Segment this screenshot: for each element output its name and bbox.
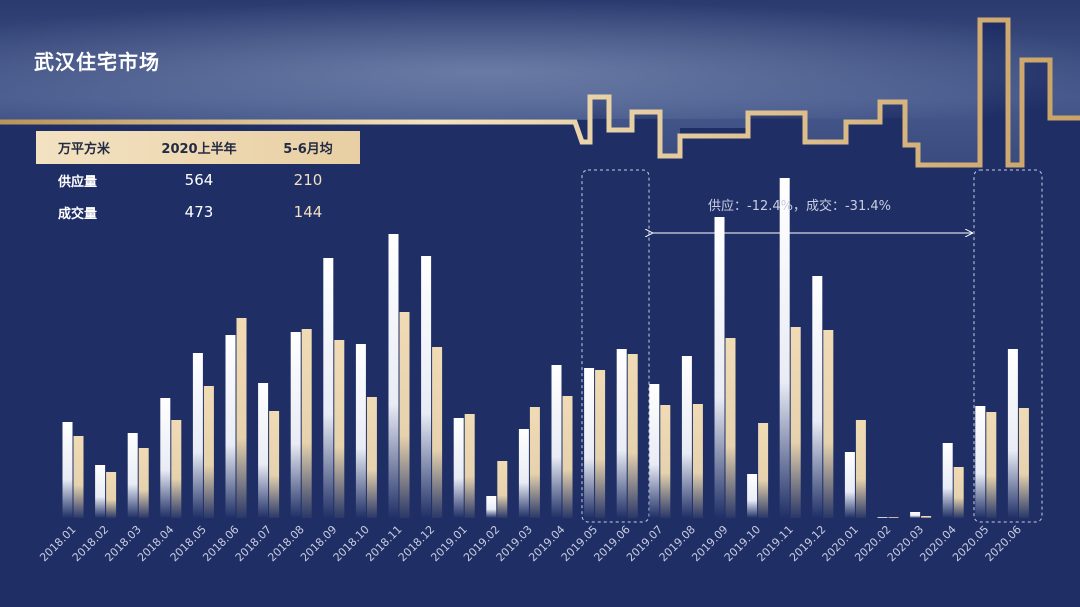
stats-table-header: 万平方米 2020上半年 5-6月均 (36, 131, 360, 164)
highlight-box-2020-05-06 (973, 169, 1043, 523)
deal-bar (823, 330, 834, 518)
deal-bar (497, 461, 508, 518)
supply-bar (942, 443, 953, 518)
page-title: 武汉住宅市场 (34, 50, 160, 74)
supply-bar (714, 217, 725, 518)
deal-bar (692, 404, 703, 518)
supply-bar (225, 335, 236, 518)
deal-bar (758, 423, 769, 518)
supply-bar (453, 418, 464, 518)
supply-bar (95, 465, 106, 518)
highlight-box-2019-05-06 (581, 169, 650, 523)
x-axis-labels: 2018.012018.022018.032018.042018.052018.… (37, 523, 1024, 564)
supply-bar (258, 383, 269, 518)
deal-bar (432, 347, 443, 518)
row-h1-value: 564 (184, 171, 214, 189)
supply-bar (747, 474, 758, 518)
supply-bar (290, 332, 301, 518)
deal-bar (203, 386, 214, 518)
x-tick-label: 2020.06 (983, 523, 1024, 564)
deal-bar (464, 414, 475, 518)
deal-bar (562, 396, 573, 518)
row-may-jun-value: 144 (293, 203, 323, 221)
skyline-gold-line (0, 17, 1080, 168)
deal-bar (921, 516, 932, 518)
supply-bar (486, 496, 497, 518)
unit-header: 万平方米 (58, 142, 111, 157)
row-label: 成交量 (58, 206, 98, 222)
supply-bar (616, 349, 627, 518)
deal-bar (660, 405, 671, 518)
deal-bar (595, 370, 606, 518)
supply-bar (975, 406, 986, 518)
supply-bar (681, 356, 692, 518)
supply-bar (551, 365, 562, 518)
table-row: 供应量 564 210 (36, 164, 360, 196)
deal-bar (986, 412, 997, 518)
may-jun-header: 5-6月均 (283, 142, 333, 157)
deal-bar (888, 517, 899, 518)
deal-bar (138, 448, 149, 518)
supply-bar (127, 433, 138, 518)
deal-bar (529, 407, 540, 518)
deal-bar (236, 318, 247, 518)
row-label: 供应量 (58, 174, 98, 190)
supply-bar (355, 344, 366, 518)
deal-bar (73, 436, 84, 518)
deal-bar (106, 472, 117, 518)
sky-banner (0, 0, 1080, 165)
table-row: 成交量 473 144 (36, 196, 360, 228)
supply-bar (192, 353, 203, 518)
supply-bar (877, 517, 888, 518)
supply-bar (1007, 349, 1018, 518)
deal-bar (334, 340, 345, 518)
supply-bar (160, 398, 171, 518)
deal-bar (627, 354, 638, 518)
h1-header: 2020上半年 (161, 142, 237, 157)
supply-bar (584, 368, 595, 518)
supply-bar (649, 384, 660, 518)
deal-bar (269, 411, 280, 518)
supply-bar (812, 276, 823, 518)
deal-bar (1018, 408, 1029, 518)
deal-bar (725, 338, 736, 518)
row-h1-value: 473 (184, 203, 214, 221)
supply-bar (518, 429, 529, 518)
deal-bar (301, 329, 312, 518)
change-annotation: 供应：-12.4%，成交：-31.4% (708, 199, 891, 214)
deal-bar (171, 420, 182, 518)
row-may-jun-value: 210 (293, 171, 323, 189)
supply-bar (910, 512, 921, 518)
supply-bar (779, 178, 790, 518)
supply-bar (323, 258, 334, 518)
deal-bar (399, 312, 410, 518)
supply-bar (388, 234, 399, 518)
deal-bar (855, 420, 866, 518)
supply-bar (844, 452, 855, 518)
supply-bar (62, 422, 73, 518)
deal-bar (790, 327, 801, 518)
supply-bar (421, 256, 432, 518)
deal-bar (366, 397, 377, 518)
deal-bar (953, 467, 964, 518)
stats-table: 万平方米 2020上半年 5-6月均 供应量 564 210 成交量 473 1… (36, 131, 360, 228)
bars-group (62, 178, 1029, 518)
